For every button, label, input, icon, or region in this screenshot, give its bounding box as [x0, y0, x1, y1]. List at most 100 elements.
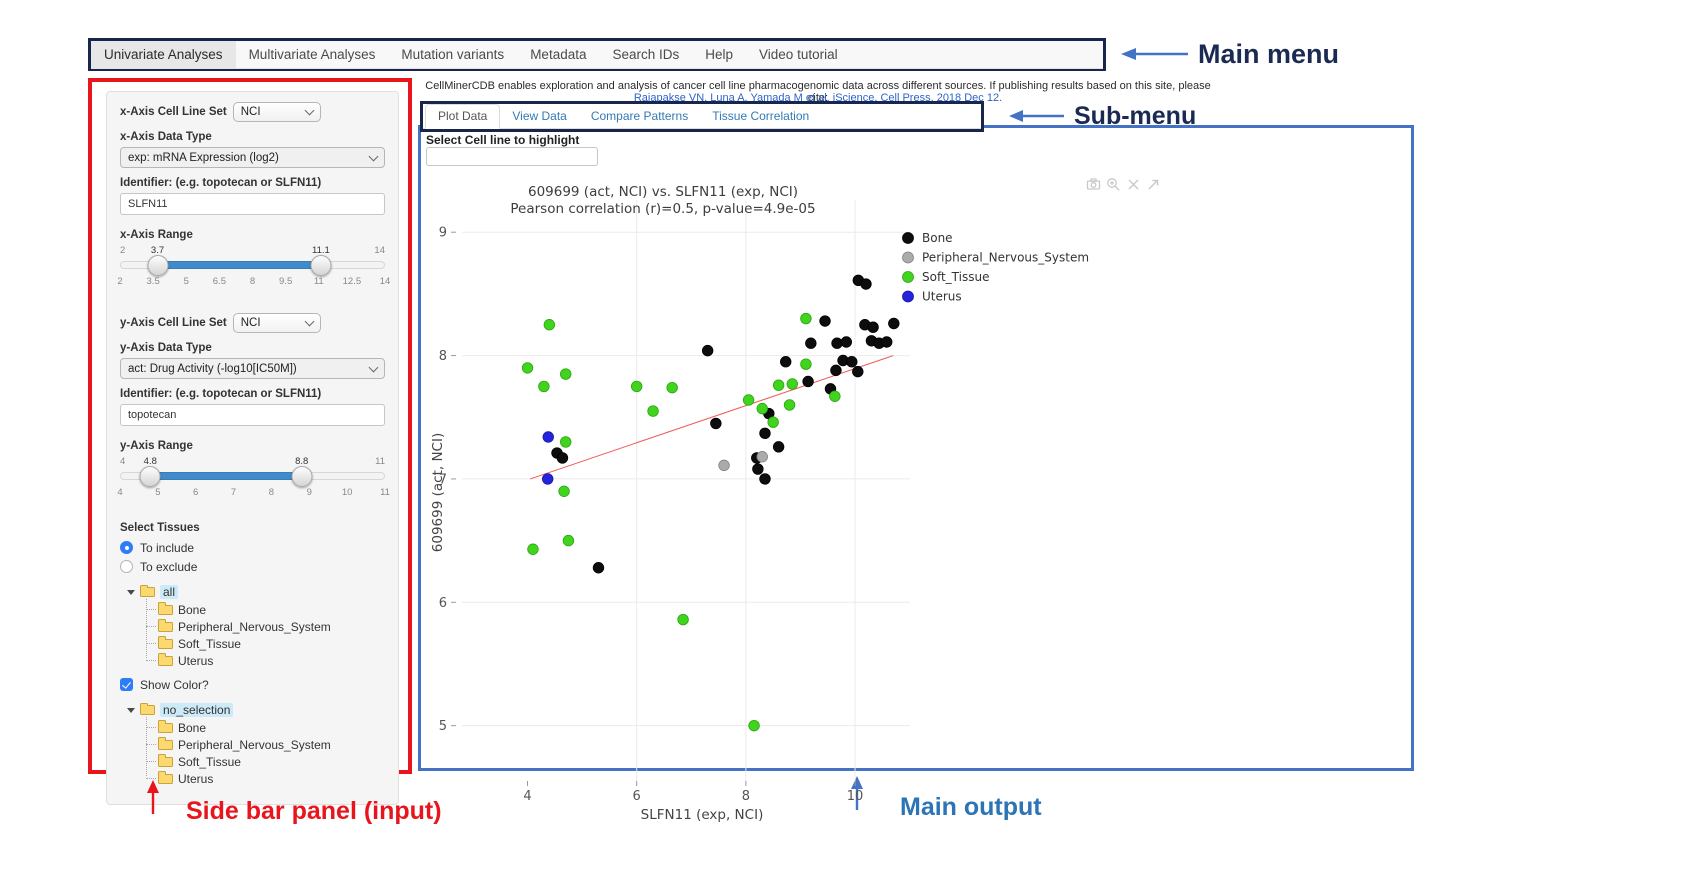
data-point-soft-tissue: [558, 485, 570, 497]
legend-item-uterus[interactable]: Uterus: [902, 290, 962, 304]
x-tick-label: 4: [523, 789, 531, 804]
tab-tissue-correlation[interactable]: Tissue Correlation: [712, 109, 810, 123]
legend-item-bone[interactable]: Bone: [902, 231, 953, 245]
data-point-soft-tissue: [772, 379, 785, 391]
main-menu-item-search-ids[interactable]: Search IDs: [612, 47, 680, 62]
close-icon[interactable]: [1126, 177, 1141, 192]
y-axis-data-type-select[interactable]: act: Drug Activity (-log10[IC50M]): [120, 358, 385, 379]
slider-tick-label: 2: [117, 276, 123, 287]
slider-handle-to[interactable]: [291, 466, 313, 487]
slider-handle-from[interactable]: [147, 255, 169, 276]
main-menu-item-metadata[interactable]: Metadata: [530, 47, 587, 62]
data-point-soft-tissue: [783, 399, 796, 411]
data-point-bone: [780, 356, 792, 368]
tree-item-label: Peripheral_Nervous_System: [178, 737, 331, 752]
data-point-soft-tissue: [521, 362, 534, 374]
x-axis-data-type-select[interactable]: exp: mRNA Expression (log2): [120, 147, 385, 168]
data-point-soft-tissue: [560, 436, 572, 448]
tree-item-soft-tissue[interactable]: Soft_Tissue: [141, 635, 385, 652]
data-point-uterus: [542, 473, 554, 485]
legend-marker-uterus: [902, 290, 914, 303]
plot-modebar: [1086, 177, 1161, 192]
data-point-bone: [592, 562, 605, 574]
data-point-soft-tissue: [538, 380, 550, 393]
slider-tick-label: 3.5: [146, 276, 160, 287]
highlight-cell-line-label: Select Cell line to highlight: [426, 133, 580, 147]
data-point-bone: [710, 417, 722, 430]
legend-item-soft-tissue[interactable]: Soft_Tissue: [902, 270, 990, 284]
data-point-soft-tissue: [786, 378, 798, 390]
data-point-soft-tissue: [829, 390, 841, 402]
main-menu-item-mutation-variants[interactable]: Mutation variants: [401, 47, 505, 62]
y-axis-range-slider[interactable]: 4 11 4.8 8.8 4 5 6 7 8 9 10 11: [117, 456, 390, 498]
main-menu-item-univariate-analyses[interactable]: Univariate Analyses: [91, 41, 236, 68]
y-axis-data-type-value: act: Drug Activity (-log10[IC50M]): [128, 362, 297, 375]
slider-max-label: 14: [374, 245, 385, 256]
x-axis-cell-line-set-value: NCI: [240, 106, 261, 118]
tab-view-data[interactable]: View Data: [512, 109, 567, 123]
tree-item-bone[interactable]: Bone: [141, 601, 385, 618]
x-axis-range-slider[interactable]: 2 14 3.7 11.1 2 3.5 5 6.5 8 9.5 11 12.5 14: [117, 245, 390, 287]
tissues-exclude-label: To exclude: [140, 559, 198, 574]
main-menu-item-video-tutorial[interactable]: Video tutorial: [759, 47, 838, 62]
x-axis-identifier-label: Identifier: (e.g. topotecan or SLFN11): [120, 177, 322, 189]
select-tissues-label: Select Tissues: [120, 522, 200, 534]
folder-icon: [158, 720, 173, 733]
tree-item-label: Bone: [178, 602, 207, 617]
data-point-uterus: [542, 431, 554, 443]
y-tick-label: 8: [439, 349, 447, 364]
x-axis-identifier-input[interactable]: [120, 193, 385, 215]
slider-handle-from[interactable]: [139, 466, 161, 487]
main-menu-item-help[interactable]: Help: [705, 47, 734, 62]
legend-item-peripheral-nervous-system[interactable]: Peripheral_Nervous_System: [902, 251, 1090, 265]
data-point-bone: [802, 375, 814, 388]
main-menu: Univariate Analyses Multivariate Analyses…: [91, 41, 1103, 69]
data-point-bone: [846, 356, 858, 368]
folder-icon: [158, 653, 173, 666]
camera-icon[interactable]: [1086, 177, 1101, 192]
sidebar-arrow-icon: [147, 780, 159, 814]
slider-tick-label: 6: [193, 487, 199, 498]
legend-label-peripheral-nervous-system: Peripheral_Nervous_System: [922, 251, 1089, 265]
slider-tick-label: 7: [230, 487, 237, 498]
folder-icon: [158, 771, 173, 784]
folder-icon: [158, 754, 173, 767]
tree-item-peripheral-nervous-system[interactable]: Peripheral_Nervous_System: [141, 736, 385, 753]
tree-item-soft-tissue[interactable]: Soft_Tissue: [141, 753, 385, 770]
tree-item-bone[interactable]: Bone: [141, 719, 385, 736]
show-color-checkbox[interactable]: Show Color?: [120, 675, 385, 694]
tissues-include-radio[interactable]: To include: [120, 538, 385, 557]
y-axis-cell-line-set-select[interactable]: NCI: [232, 313, 321, 333]
data-point-bone: [556, 452, 569, 464]
autoscale-arrow-icon[interactable]: [1146, 177, 1161, 192]
tree-root-all[interactable]: all: [127, 583, 385, 601]
folder-icon: [140, 584, 155, 597]
data-point-peripheral-nervous-system: [718, 459, 730, 472]
caret-down-icon: [127, 707, 135, 713]
y-axis-cell-line-set-label: y-Axis Cell Line Set: [120, 317, 227, 329]
tree-item-peripheral-nervous-system[interactable]: Peripheral_Nervous_System: [141, 618, 385, 635]
tab-plot-data[interactable]: Plot Data: [425, 104, 501, 129]
slider-min-label: 4: [120, 456, 126, 467]
tissues-exclude-radio[interactable]: To exclude: [120, 557, 385, 576]
y-tick-label: 7: [439, 472, 447, 487]
data-point-soft-tissue: [756, 402, 768, 415]
slider-handle-to[interactable]: [310, 255, 332, 276]
tab-compare-patterns[interactable]: Compare Patterns: [590, 109, 689, 123]
x-axis-cell-line-set-select[interactable]: NCI: [232, 102, 321, 122]
folder-icon: [158, 636, 173, 649]
tree-item-uterus[interactable]: Uterus: [141, 770, 385, 787]
tree-item-uterus[interactable]: Uterus: [141, 652, 385, 669]
y-axis-identifier-input[interactable]: [120, 404, 385, 426]
y-axis-identifier-label: Identifier: (e.g. topotecan or SLFN11): [120, 388, 322, 400]
scatter-plot-svg: 4 6 8 10 5 6 7 8 9 609699 (act, NCI) vs. SLFN11 (…: [430, 184, 1090, 823]
slider-tick-label: 10: [341, 487, 353, 498]
highlight-cell-line-input[interactable]: [426, 147, 598, 166]
tree-root-no-selection[interactable]: no_selection: [127, 701, 385, 719]
tree-item-label: Uterus: [178, 771, 214, 786]
x-tick-label: 6: [633, 789, 641, 804]
chart-title-line1: 609699 (act, NCI) vs. SLFN11 (exp, NCI): [528, 184, 798, 200]
tree-root-label: all: [160, 585, 179, 599]
main-menu-item-multivariate-analyses[interactable]: Multivariate Analyses: [248, 47, 376, 62]
zoom-in-icon[interactable]: [1106, 177, 1121, 192]
